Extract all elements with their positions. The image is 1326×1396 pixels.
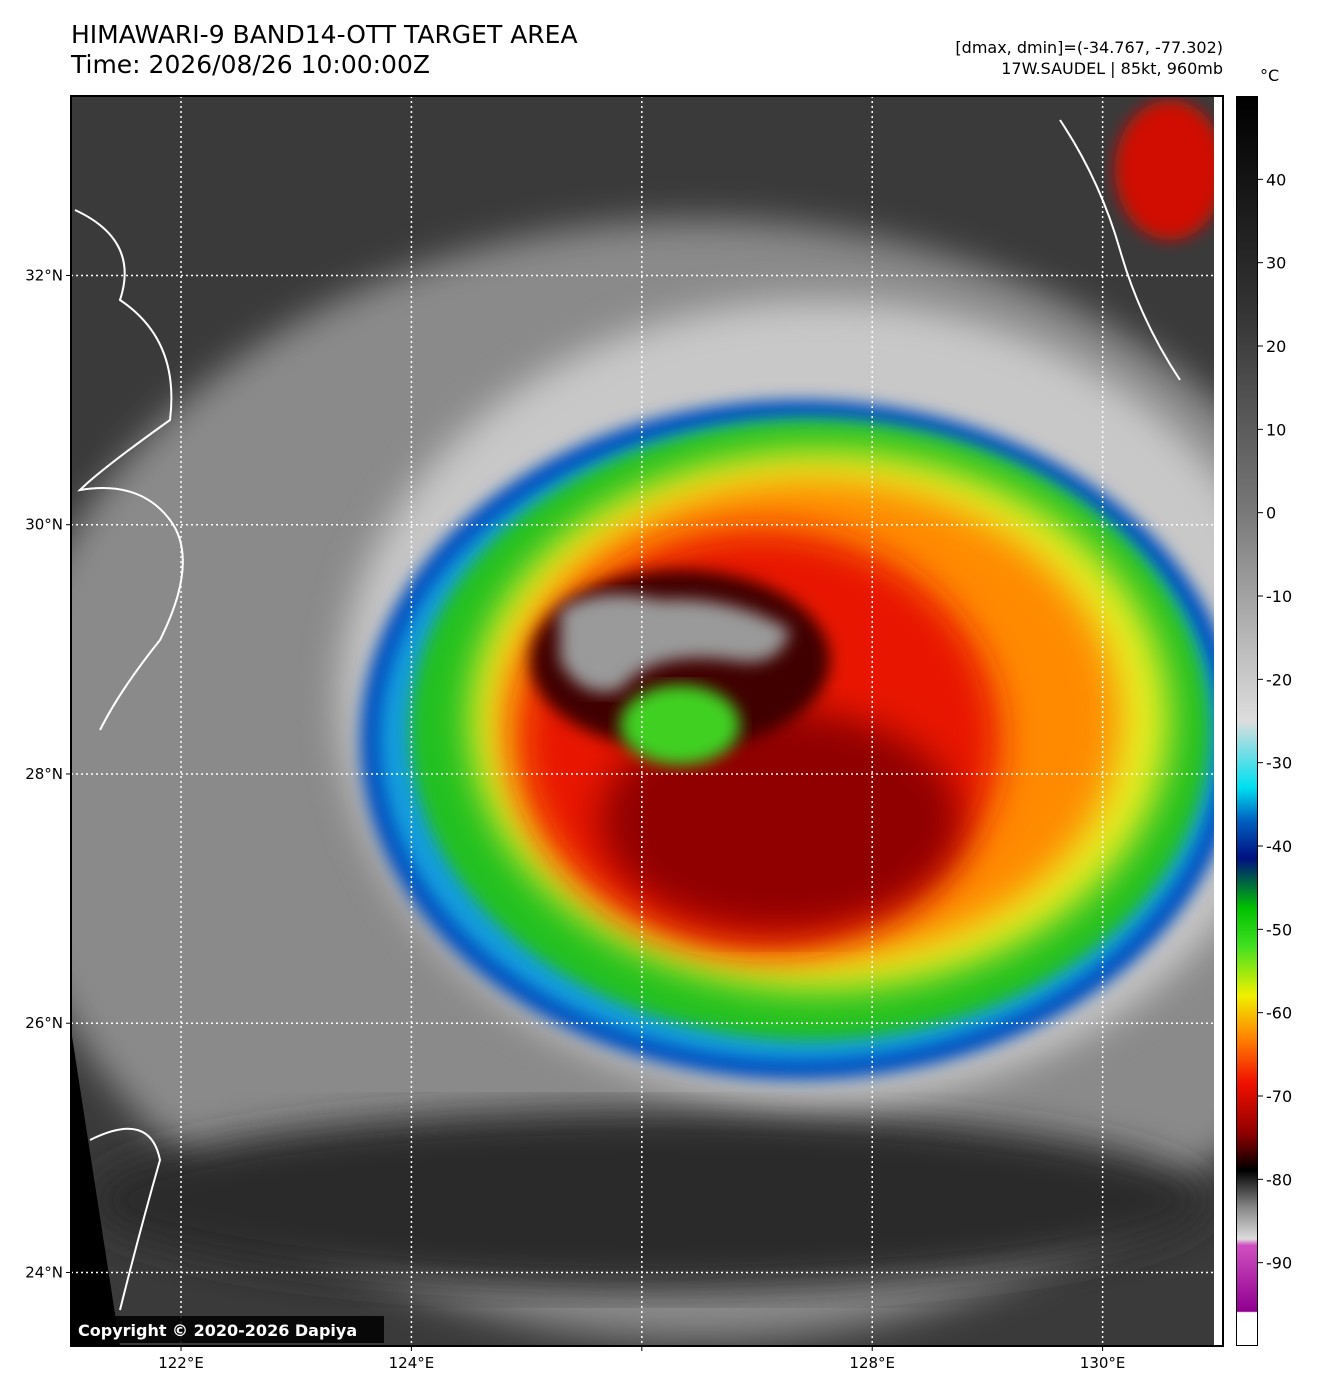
storm-info: 17W.SAUDEL | 85kt, 960mb [1001,59,1223,78]
colorbar-tick-label: -60 [1266,1004,1292,1023]
lat-tick-label: 28°N [25,765,63,783]
colorbar-tick-label: -50 [1266,920,1292,939]
colorbar-unit: °C [1260,66,1280,85]
copyright: Copyright © 2020-2026 Dapiya [78,1321,357,1340]
time: Time: 2026/08/26 10:00:00Z [71,50,430,79]
lon-tick-label: 128°E [849,1354,895,1372]
lat-tick-label: 24°N [25,1263,63,1281]
lat-tick-label: 30°N [25,516,63,534]
lon-tick-label: 122°E [158,1354,204,1372]
colorbar [1236,96,1258,1346]
lat-tick-label: 26°N [25,1014,63,1032]
lat-tick-label: 32°N [25,266,63,284]
colorbar-tick-label: 40 [1266,170,1286,189]
colorbar-tick-label: -90 [1266,1254,1292,1273]
colorbar-tick-label: -10 [1266,587,1292,606]
lon-tick-label: 130°E [1080,1354,1126,1372]
colorbar-tick-label: 20 [1266,337,1286,356]
title: HIMAWARI-9 BAND14-OTT TARGET AREA [71,20,578,49]
satellite-image [71,96,1223,1346]
colorbar-tick-label: -30 [1266,754,1292,773]
colorbar-tick-label: -70 [1266,1087,1292,1106]
colorbar-tick-label: 10 [1266,420,1286,439]
range-info: [dmax, dmin]=(-34.767, -77.302) [955,38,1223,57]
colorbar-tick-label: 30 [1266,254,1286,273]
colorbar-tick-label: -20 [1266,670,1292,689]
colorbar-tick-label: -40 [1266,837,1292,856]
colorbar-tick-label: -80 [1266,1170,1292,1189]
colorbar-tick-label: 0 [1266,504,1276,523]
lon-tick-label: 124°E [389,1354,435,1372]
